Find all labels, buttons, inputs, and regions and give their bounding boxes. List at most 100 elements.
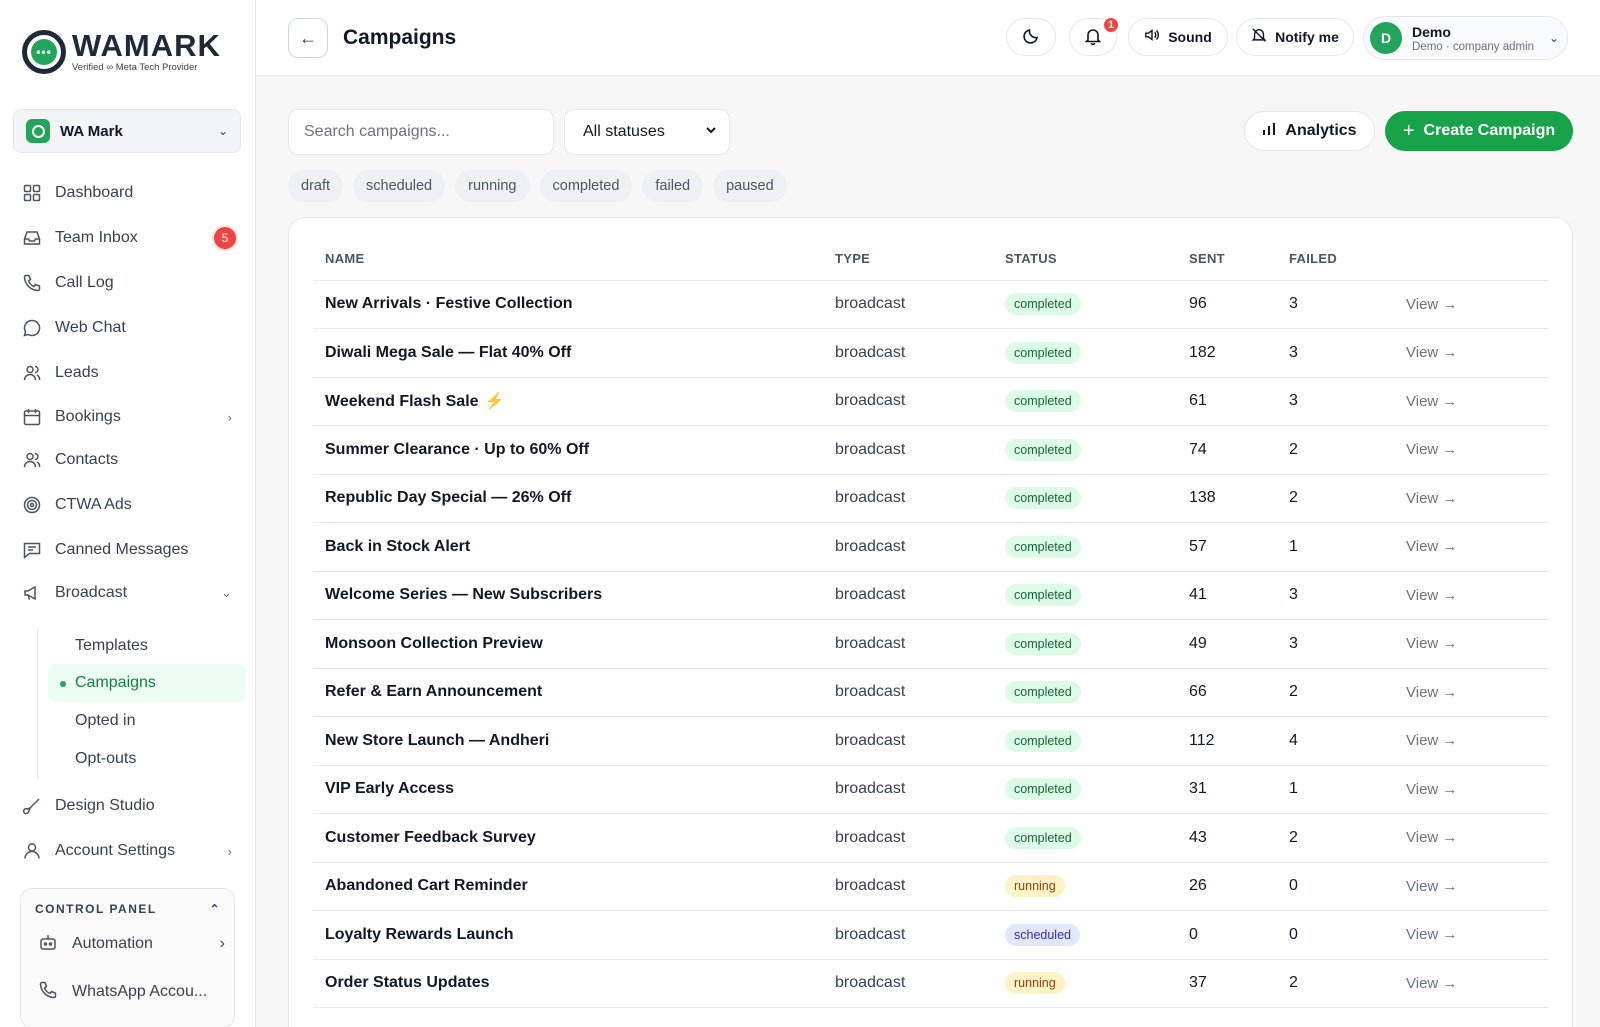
inbox-icon: [22, 228, 42, 248]
sidebar-item-call-log[interactable]: Call Log: [22, 266, 238, 300]
view-link[interactable]: View →: [1394, 910, 1548, 960]
sidebar-item-web-chat[interactable]: Web Chat: [22, 311, 238, 345]
notifications-button[interactable]: 1: [1069, 16, 1120, 56]
chip-completed[interactable]: completed: [539, 170, 633, 202]
org-switcher[interactable]: WA Mark ⌄: [13, 109, 241, 153]
sidebar-item-design-studio[interactable]: Design Studio: [22, 789, 238, 823]
view-link[interactable]: View →: [1394, 571, 1548, 620]
table-row[interactable]: New Store Launch — Andheri broadcast compl…: [313, 716, 1548, 766]
search-input[interactable]: [288, 109, 554, 155]
table-row[interactable]: New Arrivals · Festive Collection broadca…: [313, 280, 1548, 329]
sidebar-item-whatsapp-accounts[interactable]: WhatsApp Accou...: [39, 975, 225, 1009]
table-row[interactable]: Summer Clearance · Up to 60% Off broadcas…: [313, 425, 1548, 475]
status-filter-select[interactable]: All statuses: [564, 109, 730, 155]
campaign-name-cell: VIP Early Access: [313, 765, 823, 814]
brand-logo[interactable]: ••• WAMARK Verified ∞ Meta Tech Provider: [22, 30, 221, 74]
column-header-type[interactable]: TYPE: [823, 238, 993, 281]
user-menu[interactable]: D Demo Demo · company admin ⌄: [1363, 16, 1568, 60]
bell-icon: [1084, 27, 1102, 48]
sidebar-item-automation[interactable]: Automation ›: [39, 927, 225, 961]
sidebar-item-leads[interactable]: Leads: [22, 356, 238, 390]
sidebar-item-broadcast[interactable]: Broadcast ⌄: [22, 576, 238, 610]
org-name: WA Mark: [60, 122, 123, 140]
status-badge: completed: [1005, 681, 1081, 704]
column-header-failed[interactable]: FAILED: [1277, 238, 1394, 281]
chip-paused[interactable]: paused: [713, 170, 787, 202]
column-header-sent[interactable]: SENT: [1177, 238, 1277, 281]
chevron-right-icon: ›: [227, 843, 232, 859]
message-square-icon: [22, 540, 42, 560]
view-link[interactable]: View →: [1394, 716, 1548, 766]
sidebar-subitem-campaigns[interactable]: Campaigns: [48, 664, 246, 702]
sidebar-item-team-inbox[interactable]: Team Inbox 5: [22, 221, 238, 255]
table-header-row: NAME TYPE STATUS SENT FAILED: [313, 238, 1548, 281]
view-link[interactable]: View →: [1394, 377, 1548, 426]
analytics-button[interactable]: Analytics: [1244, 111, 1375, 151]
table-row[interactable]: Back in Stock Alert broadcast completed 57 1…: [313, 522, 1548, 572]
table-row[interactable]: Refer & Earn Announcement broadcast comple…: [313, 668, 1548, 717]
table-row[interactable]: Welcome Series — New Subscribers broadcas…: [313, 571, 1548, 620]
sidebar-item-canned-messages[interactable]: Canned Messages: [22, 533, 238, 567]
column-header-status[interactable]: STATUS: [993, 238, 1177, 281]
sidebar-subitem-opt-outs[interactable]: Opt-outs: [75, 750, 137, 767]
status-badge: completed: [1005, 535, 1081, 558]
table-row[interactable]: Customer Feedback Survey broadcast complet…: [313, 813, 1548, 863]
theme-toggle-button[interactable]: [1006, 18, 1056, 56]
table-row[interactable]: Weekend Flash Sale ⚡ broadcast completed 61 3…: [313, 377, 1548, 426]
view-link[interactable]: View →: [1394, 765, 1548, 814]
chip-scheduled[interactable]: scheduled: [353, 170, 446, 202]
sidebar-item-dashboard[interactable]: Dashboard: [22, 176, 238, 210]
user-icon: [22, 841, 42, 861]
notify-me-button[interactable]: Notify me: [1236, 18, 1354, 56]
sidebar-item-account-settings[interactable]: Account Settings ›: [22, 834, 238, 868]
table-row[interactable]: Diwali Mega Sale — Flat 40% Off broadcast…: [313, 328, 1548, 378]
user-role: Demo · company admin: [1412, 40, 1535, 53]
campaign-name: Abandoned Cart Reminder: [325, 877, 528, 895]
campaign-sent: 112: [1177, 716, 1277, 766]
status-badge: completed: [1005, 390, 1081, 413]
sidebar-subitem-templates[interactable]: Templates: [75, 637, 148, 654]
chip-draft[interactable]: draft: [288, 170, 344, 202]
view-link[interactable]: View →: [1394, 668, 1548, 717]
campaign-sent: 96: [1177, 280, 1277, 329]
view-link[interactable]: View →: [1394, 959, 1548, 1008]
sidebar-item-bookings[interactable]: Bookings ›: [22, 400, 238, 434]
view-link[interactable]: View →: [1394, 522, 1548, 572]
view-link[interactable]: View →: [1394, 862, 1548, 911]
create-campaign-button[interactable]: + Create Campaign: [1385, 111, 1573, 151]
status-badge: completed: [1005, 487, 1081, 510]
brush-icon: [22, 796, 42, 816]
view-link[interactable]: View →: [1394, 425, 1548, 475]
table-row[interactable]: Monsoon Collection Preview broadcast compl…: [313, 619, 1548, 669]
view-link[interactable]: View →: [1394, 813, 1548, 863]
sound-button[interactable]: Sound: [1128, 18, 1228, 56]
grid-icon: [22, 183, 42, 203]
table-row[interactable]: Republic Day Special — 26% Off broadcast c…: [313, 474, 1548, 523]
control-panel-header[interactable]: CONTROL PANEL ⌃: [35, 902, 221, 916]
campaign-status-cell: completed: [993, 716, 1177, 766]
campaign-failed: 4: [1277, 716, 1394, 766]
sidebar-subitem-opted-in[interactable]: Opted in: [75, 712, 136, 729]
view-link[interactable]: View →: [1394, 619, 1548, 669]
sidebar-item-ctwa-ads[interactable]: CTWA Ads: [22, 488, 238, 522]
campaign-failed: 0: [1277, 910, 1394, 960]
table-row[interactable]: Order Status Updates broadcast running 37 2 V…: [313, 959, 1548, 1008]
campaign-type: broadcast: [823, 328, 993, 378]
phone-icon: [39, 981, 59, 1004]
view-link[interactable]: View →: [1394, 328, 1548, 378]
users-icon: [22, 363, 42, 383]
sidebar-item-contacts[interactable]: Contacts: [22, 443, 238, 477]
back-button[interactable]: ←: [288, 18, 328, 58]
calendar-icon: [22, 407, 42, 427]
table-row[interactable]: Abandoned Cart Reminder broadcast running 2…: [313, 862, 1548, 911]
view-link[interactable]: View →: [1394, 280, 1548, 329]
view-link[interactable]: View →: [1394, 474, 1548, 523]
table-row[interactable]: Loyalty Rewards Launch broadcast scheduled…: [313, 910, 1548, 960]
brand-subtitle: Verified ∞ Meta Tech Provider: [72, 62, 198, 73]
chip-running[interactable]: running: [455, 170, 530, 202]
table-row[interactable]: VIP Early Access broadcast completed 31 1 Vie…: [313, 765, 1548, 814]
chip-failed[interactable]: failed: [642, 170, 704, 202]
contacts-icon: [22, 450, 42, 470]
lightning-icon: ⚡: [484, 393, 505, 411]
column-header-name[interactable]: NAME: [313, 238, 823, 281]
